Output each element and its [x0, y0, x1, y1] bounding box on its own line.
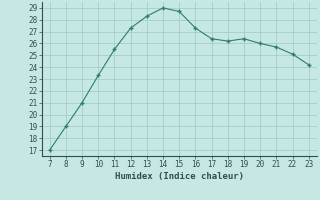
X-axis label: Humidex (Indice chaleur): Humidex (Indice chaleur): [115, 172, 244, 181]
